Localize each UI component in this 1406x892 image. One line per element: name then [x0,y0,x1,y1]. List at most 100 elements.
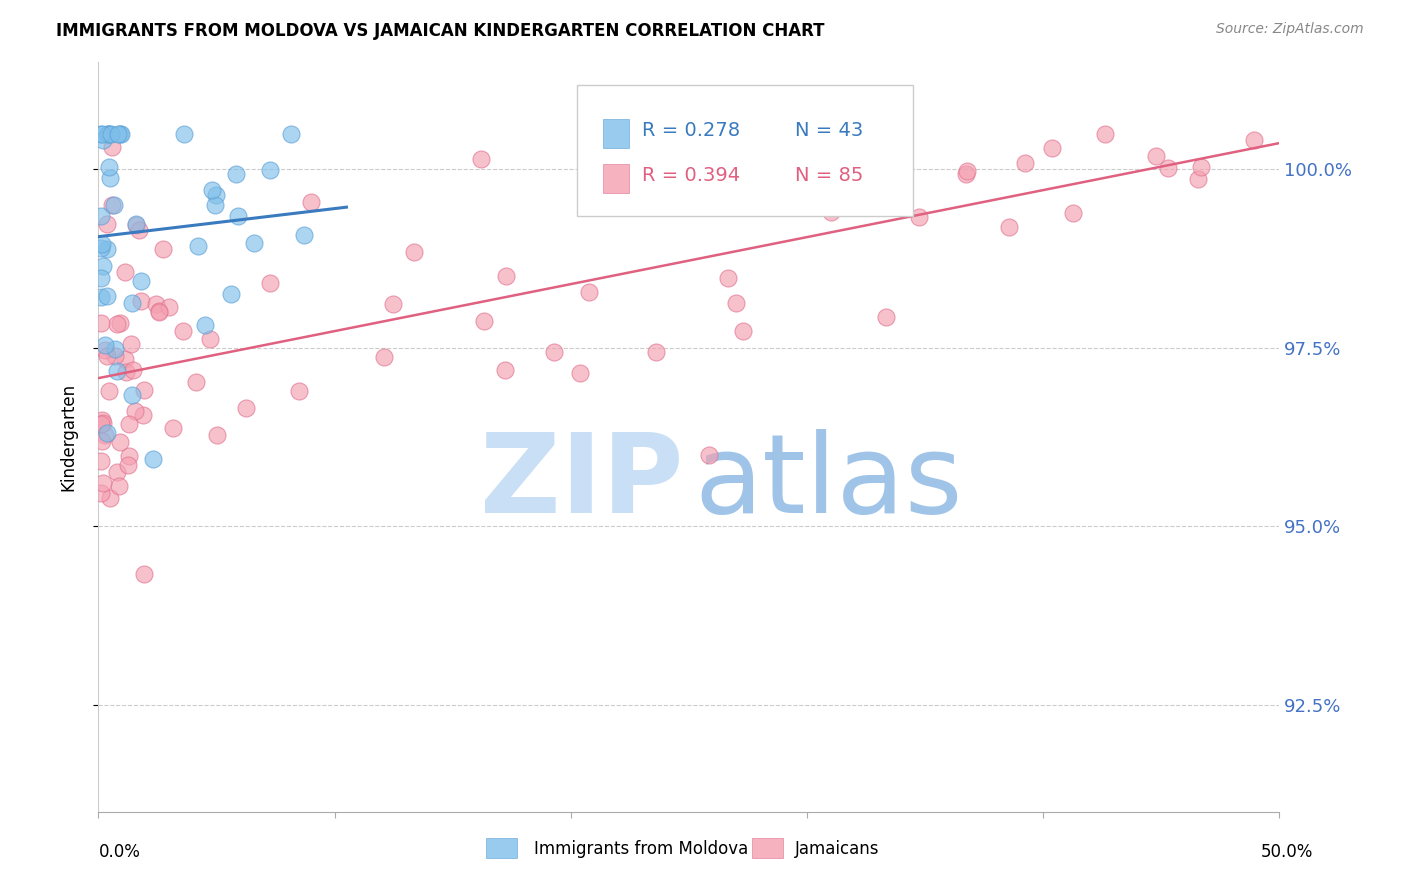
Point [90,417,112,431]
Point [118,450,141,464]
Point [543,345,565,359]
Point [117,458,139,473]
Bar [752,838,783,858]
Point [875,310,897,325]
Point [97,127,120,141]
Point [90,290,112,304]
Point [132,408,155,422]
Point [402,245,425,260]
Point [259,162,281,177]
Point [104,349,127,363]
Point [94,428,117,442]
Point [225,167,247,181]
Point [194,318,217,333]
Point [90,316,112,330]
Bar [603,164,628,193]
Bar [486,838,517,858]
Point [100,140,122,154]
Point [91,476,114,491]
Point [280,127,302,141]
Point [162,421,184,435]
Point [128,223,150,237]
Text: R = 0.278: R = 0.278 [641,121,740,140]
Text: Source: ZipAtlas.com: Source: ZipAtlas.com [1216,22,1364,37]
Text: IMMIGRANTS FROM MOLDOVA VS JAMAICAN KINDERGARTEN CORRELATION CHART: IMMIGRANTS FROM MOLDOVA VS JAMAICAN KIND… [56,22,825,40]
Point [105,363,128,377]
Point [205,187,228,202]
Point [141,452,163,467]
Point [100,127,122,141]
Point [157,301,180,315]
Point [122,363,145,377]
Point [472,313,495,327]
Point [103,198,125,212]
Bar [603,120,628,148]
Point [90,412,112,426]
Point [299,194,322,209]
Point [173,127,195,141]
Point [132,567,155,582]
Point [148,304,170,318]
Point [603,127,626,141]
Point [91,237,114,252]
Point [118,417,141,431]
Point [717,271,740,285]
Y-axis label: Kindergarten: Kindergarten [59,383,77,491]
Point [129,274,152,288]
Text: 0.0%: 0.0% [98,843,141,861]
Point [90,241,112,255]
Point [1243,133,1265,147]
Point [90,127,112,141]
Point [96,349,118,363]
Point [120,336,142,351]
Point [91,259,114,273]
Point [107,127,129,141]
Point [121,387,143,401]
Point [129,293,152,308]
Point [373,350,395,364]
Point [90,434,112,448]
Point [724,296,747,310]
Point [98,127,121,141]
Point [91,416,114,430]
Point [841,152,863,166]
Point [955,164,977,178]
Point [97,160,120,174]
Point [955,167,977,181]
Point [108,316,131,330]
Point [578,285,600,300]
Point [108,434,131,449]
Point [91,133,114,147]
Point [292,227,315,242]
Point [1144,149,1167,163]
Point [1187,172,1209,186]
Point [97,127,120,141]
Point [733,324,755,338]
Point [494,362,516,376]
Point [107,465,129,479]
FancyBboxPatch shape [576,85,914,216]
Text: N = 85: N = 85 [796,166,863,185]
Point [101,198,124,212]
Point [94,338,117,352]
Point [495,269,517,284]
Point [470,152,492,166]
Point [697,448,720,462]
Point [243,235,266,250]
Point [259,276,281,290]
Point [114,265,136,279]
Text: 50.0%: 50.0% [1260,843,1313,861]
Point [108,127,131,141]
Point [90,454,112,468]
Point [1157,161,1180,175]
Point [110,127,132,141]
Point [90,270,112,285]
Point [1189,160,1212,174]
Point [114,351,136,366]
Point [98,171,121,186]
Point [125,218,148,232]
Point [125,218,148,232]
Point [94,343,117,357]
Point [98,384,121,398]
Text: Immigrants from Moldova: Immigrants from Moldova [534,840,748,858]
